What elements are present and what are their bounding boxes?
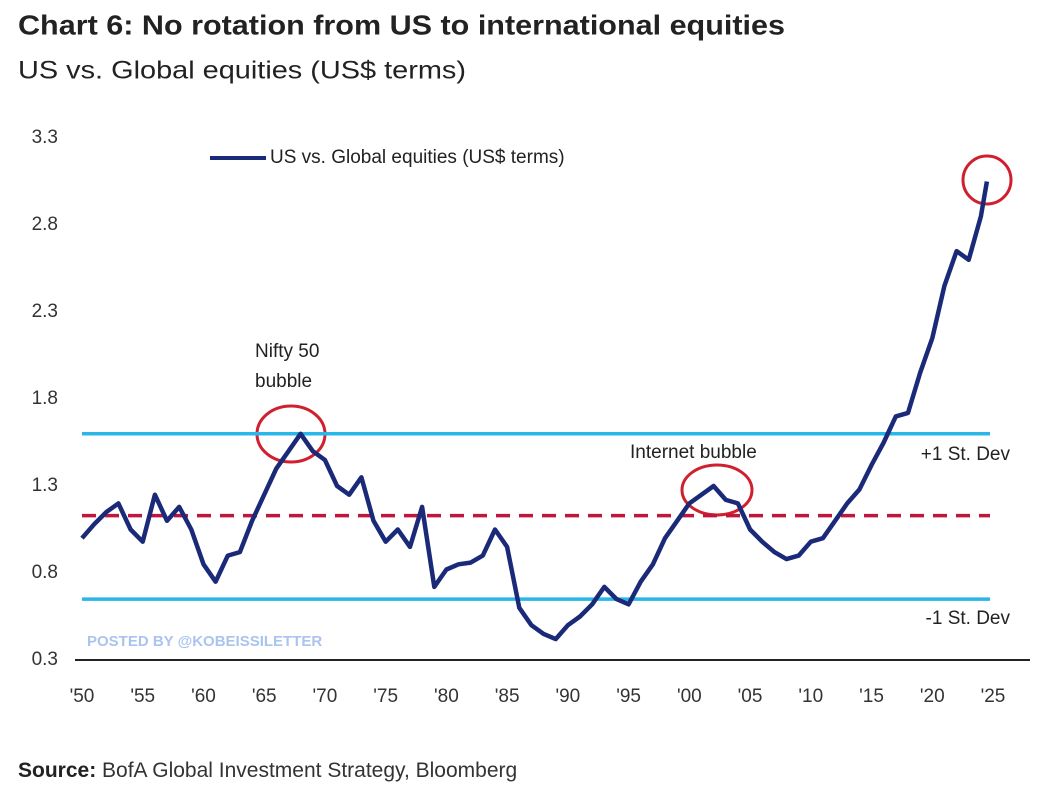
y-tick-label: 3.3 bbox=[32, 127, 58, 148]
x-tick-label: '00 bbox=[677, 686, 702, 707]
y-tick-label: 0.8 bbox=[32, 562, 58, 583]
x-tick-label: '55 bbox=[130, 686, 155, 707]
x-tick-label: '75 bbox=[373, 686, 398, 707]
x-tick-label: '10 bbox=[798, 686, 823, 707]
x-tick-label: '80 bbox=[434, 686, 459, 707]
x-tick-label: '95 bbox=[616, 686, 641, 707]
x-tick-label: '90 bbox=[555, 686, 580, 707]
x-tick-label: '05 bbox=[738, 686, 763, 707]
watermark: POSTED BY @KOBEISSILETTER bbox=[87, 633, 322, 650]
x-tick-label: '25 bbox=[981, 686, 1006, 707]
annotation: Nifty 50 bbox=[255, 341, 319, 362]
legend-label: US vs. Global equities (US$ terms) bbox=[270, 147, 565, 168]
y-tick-label: 1.8 bbox=[32, 388, 58, 409]
source-text: BofA Global Investment Strategy, Bloombe… bbox=[102, 759, 517, 782]
chart-subtitle: US vs. Global equities (US$ terms) bbox=[18, 57, 466, 85]
x-tick-label: '60 bbox=[191, 686, 216, 707]
y-tick-label: 0.3 bbox=[32, 649, 58, 670]
highlight-circle bbox=[961, 154, 1013, 206]
highlight-circle bbox=[680, 463, 754, 517]
y-tick-label: 1.3 bbox=[32, 475, 58, 496]
x-tick-label: '65 bbox=[252, 686, 277, 707]
reference-label: +1 St. Dev bbox=[921, 444, 1011, 465]
y-tick-label: 2.3 bbox=[32, 301, 58, 322]
x-tick-label: '70 bbox=[313, 686, 338, 707]
y-tick-label: 2.8 bbox=[32, 214, 58, 235]
data-line bbox=[80, 181, 990, 642]
source-label: Source: bbox=[18, 759, 96, 782]
reference-label: -1 St. Dev bbox=[926, 608, 1011, 629]
chart-title: Chart 6: No rotation from US to internat… bbox=[18, 9, 785, 40]
x-tick-label: '15 bbox=[859, 686, 884, 707]
x-tick-label: '85 bbox=[495, 686, 520, 707]
x-tick-label: '20 bbox=[920, 686, 945, 707]
source: Source: BofA Global Investment Strategy,… bbox=[18, 759, 517, 782]
annotation: bubble bbox=[255, 371, 312, 392]
x-tick-label: '50 bbox=[70, 686, 95, 707]
annotation: Internet bubble bbox=[630, 442, 757, 463]
